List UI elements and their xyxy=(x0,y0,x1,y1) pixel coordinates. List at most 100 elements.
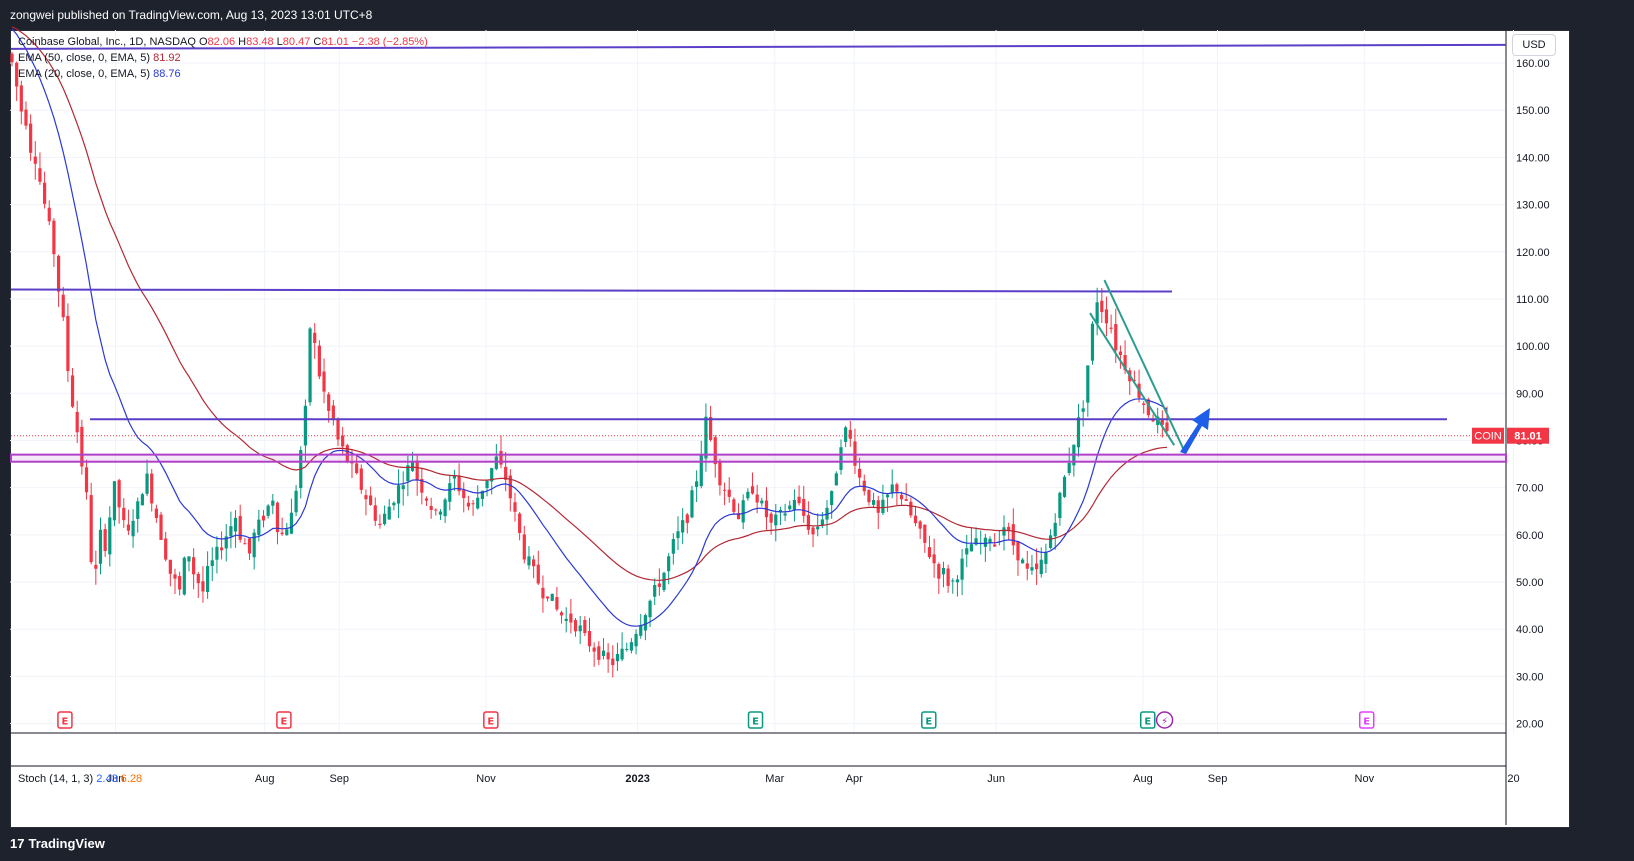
candle-body xyxy=(802,498,806,516)
candle-body xyxy=(583,620,587,634)
earnings-marker[interactable]: E xyxy=(1140,711,1156,729)
ema50-line xyxy=(11,26,1168,581)
earnings-marker-box xyxy=(747,711,764,729)
candle-body xyxy=(457,476,461,492)
level-line-112[interactable] xyxy=(10,288,1173,293)
candle-body xyxy=(336,419,340,440)
footer-bar: 17 TradingView xyxy=(0,828,1634,861)
candle-body xyxy=(280,532,284,535)
ohlc-c: C81.01 xyxy=(310,36,349,48)
candle-body xyxy=(844,427,848,442)
candle-body xyxy=(382,513,387,525)
earnings-marker-box xyxy=(276,711,292,729)
candle-body xyxy=(38,168,42,182)
candle-body xyxy=(1100,300,1104,313)
candle-body xyxy=(578,625,582,632)
y-tick-label: 30.00 xyxy=(1516,671,1544,683)
candle-body xyxy=(261,515,266,521)
candle-body xyxy=(816,526,820,530)
candle-body xyxy=(587,631,592,647)
candle-body xyxy=(615,654,620,662)
stoch-label: Stoch (14, 1, 3) xyxy=(18,773,94,785)
candle-body xyxy=(1021,559,1025,564)
candle-body xyxy=(1165,422,1169,432)
tradingview-logo[interactable]: 17 TradingView xyxy=(10,836,105,851)
earnings-marker[interactable]: E xyxy=(57,711,73,729)
earnings-marker-label: E xyxy=(487,717,494,728)
candle-body xyxy=(760,500,764,504)
x-tick-label: Sep xyxy=(1208,773,1228,785)
candle-body xyxy=(140,494,145,506)
candle-body xyxy=(19,85,23,112)
candle-body xyxy=(1160,420,1164,425)
candle-body xyxy=(704,416,708,459)
up-arrow-icon[interactable] xyxy=(1180,408,1210,454)
candle-body xyxy=(117,480,121,508)
candle-body xyxy=(410,462,415,471)
level-zone-76[interactable] xyxy=(10,453,1507,463)
level-line-163[interactable] xyxy=(10,43,1507,50)
candle-body xyxy=(699,453,703,487)
candle-body xyxy=(839,447,843,470)
candle-body xyxy=(955,579,960,583)
earnings-marker[interactable]: E xyxy=(921,711,937,729)
candle-body xyxy=(625,648,629,650)
candle-body xyxy=(904,499,908,501)
candle-body xyxy=(504,466,508,480)
candle-body xyxy=(834,473,838,486)
candle-body xyxy=(592,647,596,652)
y-tick-label: 110.00 xyxy=(1516,294,1549,306)
candle-body xyxy=(476,497,480,509)
earnings-marker-box xyxy=(1140,711,1156,729)
earnings-marker[interactable]: E xyxy=(483,711,499,729)
candle-body xyxy=(103,529,107,552)
candle-body xyxy=(424,498,429,501)
candle-body xyxy=(10,53,14,63)
candle-body xyxy=(303,405,308,446)
candle-body xyxy=(1109,327,1113,329)
earnings-marker[interactable]: E xyxy=(747,711,764,729)
price-tag-value-bg xyxy=(1507,427,1549,444)
channel-line[interactable] xyxy=(1103,279,1185,451)
candle-body xyxy=(159,514,163,540)
candle-body xyxy=(112,481,117,521)
dividend-flash-icon[interactable]: ⚡ xyxy=(1155,711,1174,729)
candle-body xyxy=(238,515,242,540)
candle-body xyxy=(452,475,457,479)
candle-body xyxy=(43,182,47,204)
stoch-d-value: 6.28 xyxy=(120,773,143,785)
candle-body xyxy=(722,489,727,491)
candle-body xyxy=(788,505,792,510)
candle-body xyxy=(685,514,689,523)
candle-body xyxy=(224,536,228,549)
candle-body xyxy=(555,597,559,610)
candle-body xyxy=(443,499,447,517)
x-tick-label: Aug xyxy=(1133,773,1153,785)
candle-body xyxy=(532,559,536,567)
earnings-marker[interactable]: E xyxy=(276,711,292,729)
candle-body xyxy=(1058,492,1062,519)
earnings-marker-label: E xyxy=(1363,717,1370,728)
candle-body xyxy=(136,501,140,519)
candle-body xyxy=(70,375,75,407)
candle-body xyxy=(774,514,778,526)
chart-legend: Coinbase Global, Inc., 1D, NASDAQ O82.06… xyxy=(18,34,428,82)
candle-body xyxy=(993,544,997,547)
candle-body xyxy=(173,574,177,579)
candle-body xyxy=(545,596,550,599)
earnings-marker-box xyxy=(483,711,499,729)
candle-body xyxy=(401,485,405,490)
price-change: −2.38 (−2.85%) xyxy=(351,36,428,48)
candle-body xyxy=(871,500,876,505)
currency-button[interactable]: USD xyxy=(1512,34,1556,56)
candle-body xyxy=(378,523,382,526)
y-tick-label: 20.00 xyxy=(1516,719,1544,731)
earnings-marker[interactable]: E xyxy=(1358,711,1375,729)
channel-line[interactable] xyxy=(1089,312,1176,446)
candle-body xyxy=(732,499,736,512)
candle-body xyxy=(150,473,154,504)
candle-body xyxy=(168,559,172,574)
x-tick-label: Mar xyxy=(765,773,784,785)
candle-body xyxy=(392,502,396,506)
